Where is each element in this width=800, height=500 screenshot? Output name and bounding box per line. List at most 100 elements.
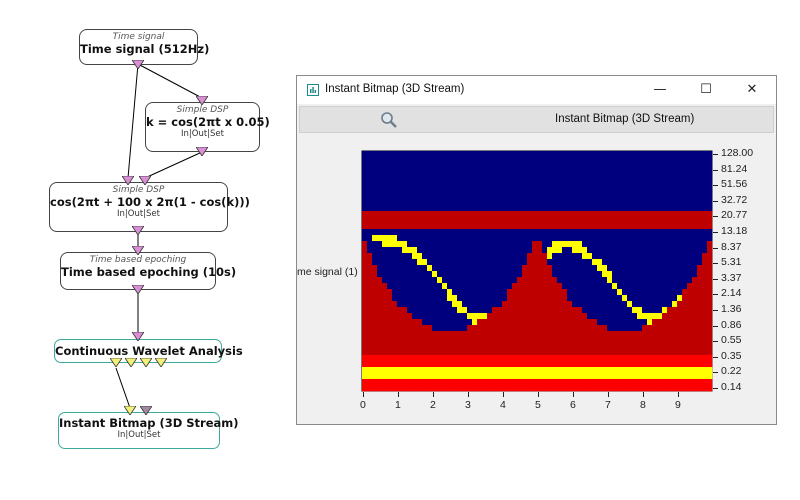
heatmap-cell	[672, 235, 678, 242]
heatmap-cell	[667, 289, 673, 296]
heatmap-cell	[482, 187, 488, 194]
heatmap-cell	[582, 235, 588, 242]
heatmap-cell	[467, 181, 473, 188]
heatmap-cell	[442, 367, 448, 374]
input-pin-icon[interactable]	[132, 332, 144, 341]
node-instant-bitmap[interactable]: Instant Bitmap (3D Stream) In|Out|Set	[58, 412, 239, 449]
heatmap-cell	[637, 373, 643, 380]
heatmap-cell	[567, 151, 573, 158]
output-pin-icon[interactable]	[132, 285, 144, 294]
heatmap-cell	[462, 223, 468, 230]
heatmap-cell	[467, 199, 473, 206]
heatmap-cell	[377, 295, 383, 302]
heatmap-cell	[427, 151, 433, 158]
heatmap-cell	[457, 325, 463, 332]
heatmap-cell	[522, 271, 528, 278]
node-continuous-wavelet[interactable]: Continuous Wavelet Analysis	[54, 339, 243, 363]
heatmap-cell	[482, 199, 488, 206]
y-tick	[713, 310, 718, 311]
heatmap-cell	[447, 163, 453, 170]
heatmap-cell	[362, 325, 368, 332]
output-pin-icon[interactable]	[196, 147, 208, 156]
heatmap-cell	[537, 373, 543, 380]
magnifier-icon[interactable]	[380, 111, 398, 129]
output-pin-icon[interactable]	[140, 358, 152, 367]
maximize-button[interactable]: ☐	[683, 76, 729, 104]
heatmap-cell	[522, 163, 528, 170]
heatmap-cell	[632, 205, 638, 212]
heatmap-cell	[547, 151, 553, 158]
heatmap-cell	[652, 169, 658, 176]
heatmap-cell	[632, 229, 638, 236]
output-pin-icon[interactable]	[132, 60, 144, 69]
heatmap-cell	[527, 367, 533, 374]
heatmap-cell	[427, 175, 433, 182]
heatmap-cell	[662, 343, 668, 350]
node-simple-dsp-cos[interactable]: Simple DSP cos(2πt + 100 x 2π(1 - cos(k)…	[49, 182, 250, 232]
output-pin-icon[interactable]	[110, 358, 122, 367]
output-pin-icon[interactable]	[155, 358, 167, 367]
heatmap-cell	[502, 385, 508, 392]
input-pin-icon[interactable]	[196, 96, 208, 105]
heatmap-cell	[642, 271, 648, 278]
heatmap-cell	[477, 355, 483, 362]
input-pin-icon[interactable]	[140, 406, 152, 415]
heatmap-cell	[672, 373, 678, 380]
heatmap-cell	[432, 283, 438, 290]
window-titlebar[interactable]: Instant Bitmap (3D Stream) — ☐ ✕	[297, 76, 776, 104]
heatmap-cell	[632, 181, 638, 188]
heatmap-cell	[692, 313, 698, 320]
input-pin-icon[interactable]	[132, 246, 144, 255]
heatmap-cell	[662, 361, 668, 368]
heatmap-cell	[477, 229, 483, 236]
close-button[interactable]: ✕	[729, 76, 775, 104]
heatmap-cell	[432, 253, 438, 260]
heatmap-cell	[637, 385, 643, 392]
heatmap-cell	[432, 217, 438, 224]
node-simple-dsp-k[interactable]: Simple DSP k = cos(2πt x 0.05) In|Out|Se…	[145, 102, 270, 152]
output-pin-icon[interactable]	[132, 226, 144, 235]
y-tick	[713, 325, 718, 327]
node-time-epoching[interactable]: Time based epoching Time based epoching …	[60, 252, 236, 290]
heatmap-cell	[572, 187, 578, 194]
node-time-signal[interactable]: Time signal Time signal (512Hz)	[79, 29, 209, 65]
heatmap-cell	[652, 319, 658, 326]
heatmap-cell	[467, 373, 473, 380]
input-pin-icon[interactable]	[124, 406, 136, 415]
heatmap-cell	[462, 169, 468, 176]
output-pin-icon[interactable]	[125, 358, 137, 367]
input-pin-icon[interactable]	[122, 176, 134, 185]
heatmap-cell	[532, 379, 538, 386]
bitmap-window[interactable]: Instant Bitmap (3D Stream) — ☐ ✕ Instant…	[296, 75, 777, 425]
heatmap-cell	[512, 295, 518, 302]
heatmap-cell	[577, 325, 583, 332]
heatmap-cell	[437, 199, 443, 206]
heatmap-cell	[502, 289, 508, 296]
heatmap-cell	[632, 349, 638, 356]
heatmap-cell	[457, 331, 463, 338]
heatmap-cell	[457, 361, 463, 368]
heatmap-cell	[582, 361, 588, 368]
minimize-button[interactable]: —	[637, 76, 683, 104]
heatmap-cell	[402, 313, 408, 320]
heatmap-cell	[412, 355, 418, 362]
input-pin-icon[interactable]	[139, 176, 151, 185]
heatmap-cell	[552, 361, 558, 368]
heatmap-cell	[707, 193, 713, 200]
heatmap-cell	[407, 385, 413, 392]
heatmap-cell	[382, 223, 388, 230]
heatmap-cell	[537, 307, 543, 314]
heatmap-cell	[532, 193, 538, 200]
heatmap-cell	[612, 169, 618, 176]
heatmap-cell	[697, 331, 703, 338]
heatmap-cell	[702, 163, 708, 170]
heatmap-cell	[697, 337, 703, 344]
heatmap-cell	[432, 277, 438, 284]
heatmap-cell	[362, 295, 368, 302]
heatmap-cell	[527, 265, 533, 272]
heatmap-cell	[442, 205, 448, 212]
heatmap-cell	[632, 313, 638, 320]
heatmap-cell	[672, 283, 678, 290]
heatmap-cell	[592, 361, 598, 368]
heatmap-cell	[607, 199, 613, 206]
